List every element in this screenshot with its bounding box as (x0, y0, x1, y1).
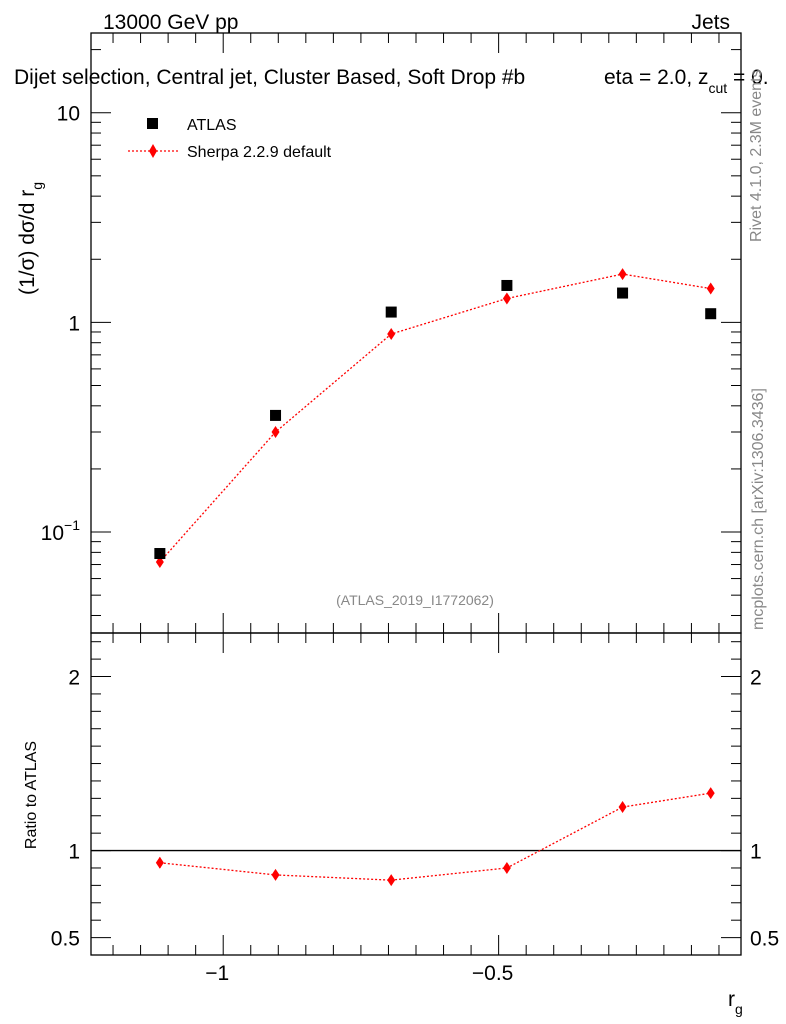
ratio-y-tick-label-right: 0.5 (750, 928, 779, 951)
ratio-point (271, 868, 280, 881)
legend-sherpa-label: Sherpa 2.2.9 default (187, 144, 332, 161)
ratio-point (706, 787, 715, 800)
header-title-tail: = 0. (727, 66, 768, 89)
analysis-watermark: (ATLAS_2019_I1772062) (336, 592, 494, 608)
atlas-point (501, 279, 513, 291)
x-axis-label-sub: g (735, 1001, 743, 1017)
main-y-tick-label: 10−1 (41, 517, 81, 545)
atlas-point (705, 308, 717, 320)
sherpa-point (271, 426, 280, 439)
ratio-y-tick-label-right: 1 (750, 841, 762, 864)
header-title-eta: eta = 2.0, z (604, 66, 709, 89)
sherpa-line (159, 273, 711, 563)
legend: ATLAS Sherpa 2.2.9 default (128, 117, 332, 161)
ratio-y-tick-label-left: 1 (68, 841, 80, 864)
main-ticks (91, 33, 741, 633)
x-axis-label: rg (728, 988, 743, 1017)
legend-sherpa-marker (149, 144, 157, 158)
main-y-axis-label: (1/σ) dσ/d rg (16, 182, 45, 295)
ratio-line (159, 792, 711, 881)
atlas-point (270, 409, 282, 421)
atlas-point (385, 306, 397, 318)
legend-atlas-label: ATLAS (187, 117, 237, 134)
ratio-point (387, 874, 396, 887)
ratio-series (155, 787, 715, 887)
header-title-main: Dijet selection, Central jet, Cluster Ba… (14, 66, 525, 89)
ratio-y-axis-label: Ratio to ATLAS (23, 741, 40, 849)
main-y-tick-label: 10 (57, 103, 80, 126)
header-energy: 13000 GeV pp (103, 11, 238, 34)
header-title: Dijet selection, Central jet, Cluster Ba… (14, 66, 769, 96)
sherpa-point (502, 292, 511, 305)
main-y-axis-label-text: (1/σ) dσ/d r (16, 190, 39, 295)
rivet-version-label: Rivet 4.1.0, 2.3M events (748, 69, 765, 242)
sherpa-point (706, 282, 715, 295)
ratio-y-tick-label-right: 2 (750, 667, 762, 690)
ratio-point (618, 801, 627, 814)
ratio-y-tick-label-left: 0.5 (51, 928, 80, 951)
sherpa-point (387, 328, 396, 341)
ratio-panel-frame (90, 632, 742, 956)
sherpa-point (618, 268, 627, 281)
legend-atlas-marker (147, 118, 158, 129)
header-process: Jets (691, 11, 730, 34)
x-axis-label-text: r (728, 988, 735, 1011)
main-y-axis-label-sub: g (29, 182, 45, 190)
ratio-tick-labels: 0.5 0.5 1 1 2 2 −1 −0.5 (51, 667, 779, 985)
ratio-y-tick-label-left: 2 (68, 667, 80, 690)
header-title-sub: cut (709, 80, 728, 96)
atlas-point (617, 287, 629, 299)
main-y-tick-labels: 10−1 1 10 (41, 103, 81, 545)
ratio-point (155, 856, 164, 869)
main-series (154, 268, 717, 568)
atlas-point (154, 548, 166, 560)
x-tick-label: −0.5 (472, 962, 513, 985)
x-tick-label: −1 (205, 962, 229, 985)
mcplots-label: mcplots.cern.ch [arXiv:1306.3436] (750, 388, 767, 630)
ratio-point (502, 861, 511, 874)
ratio-ticks (91, 633, 741, 955)
main-y-tick-label: 1 (68, 312, 80, 335)
